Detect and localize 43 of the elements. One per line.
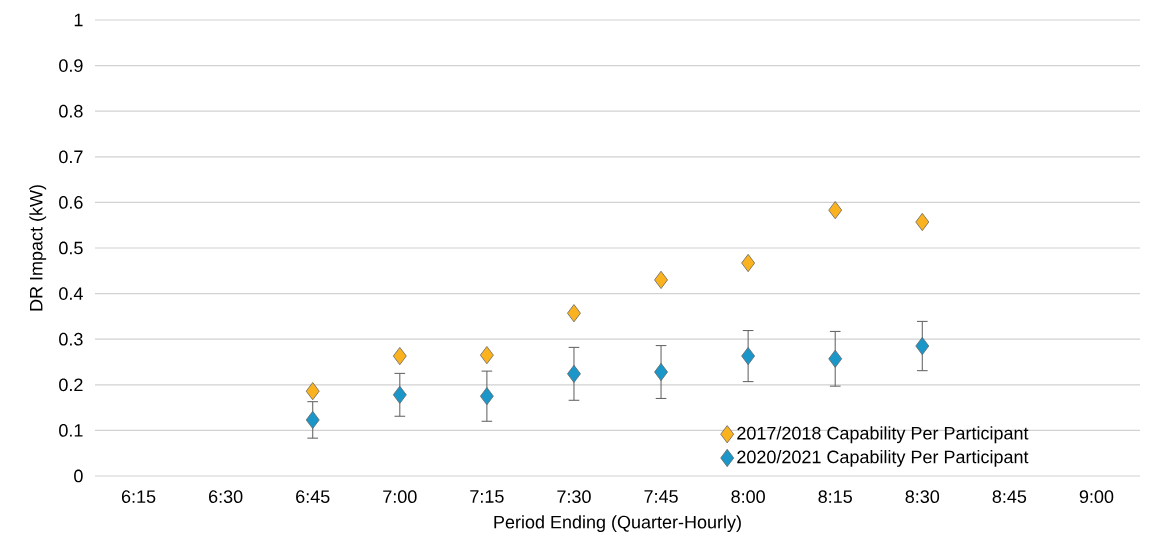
y-tick-label: 0.1 xyxy=(59,424,83,437)
point xyxy=(392,347,407,366)
x-tick-label: 6:30 xyxy=(209,490,243,503)
x-tick-label: 8:00 xyxy=(731,490,765,503)
x-tick-label: 7:30 xyxy=(557,490,591,503)
x-tick-label: 9:00 xyxy=(1079,490,1114,503)
x-tick-label: 6:15 xyxy=(121,490,156,503)
point xyxy=(567,364,581,383)
y-tick-label: 0.3 xyxy=(59,332,83,346)
y-axis-title: DR Impact (kW) xyxy=(29,185,47,311)
y-tick-label: 0.2 xyxy=(59,378,83,392)
point xyxy=(828,201,843,220)
legend-label: 2017/2018 Capability Per Participant xyxy=(737,426,1029,444)
point xyxy=(828,349,843,368)
point xyxy=(741,253,756,273)
y-tick-label: 0.5 xyxy=(59,241,83,255)
x-tick-label: 8:30 xyxy=(905,490,940,503)
x-tick-label: 7:15 xyxy=(470,490,504,503)
point xyxy=(305,382,320,401)
x-axis-title: Period Ending (Quarter-Hourly) xyxy=(494,515,741,533)
point xyxy=(654,362,668,382)
y-tick-label: 1 xyxy=(74,13,83,27)
y-tick-label: 0.4 xyxy=(59,287,83,300)
point xyxy=(567,304,581,323)
point xyxy=(654,270,668,289)
point xyxy=(305,410,320,429)
point xyxy=(479,387,494,406)
y-tick-label: 0.6 xyxy=(59,196,83,209)
point xyxy=(915,212,930,232)
y-tick-label: 0 xyxy=(74,469,83,483)
point xyxy=(479,346,494,365)
x-tick-label: 7:00 xyxy=(383,490,417,503)
y-tick-label: 0.8 xyxy=(59,104,83,118)
y-tick-label: 0.9 xyxy=(59,59,83,72)
x-tick-label: 8:45 xyxy=(992,490,1027,503)
x-tick-label: 8:15 xyxy=(818,490,852,503)
legend-label: 2020/2021 Capability Per Participant xyxy=(737,450,1029,467)
point xyxy=(741,347,756,366)
x-tick-label: 6:45 xyxy=(296,490,330,503)
y-tick-label: 0.7 xyxy=(59,150,83,164)
point xyxy=(392,385,407,404)
x-tick-label: 7:45 xyxy=(644,490,678,503)
point xyxy=(915,336,930,356)
